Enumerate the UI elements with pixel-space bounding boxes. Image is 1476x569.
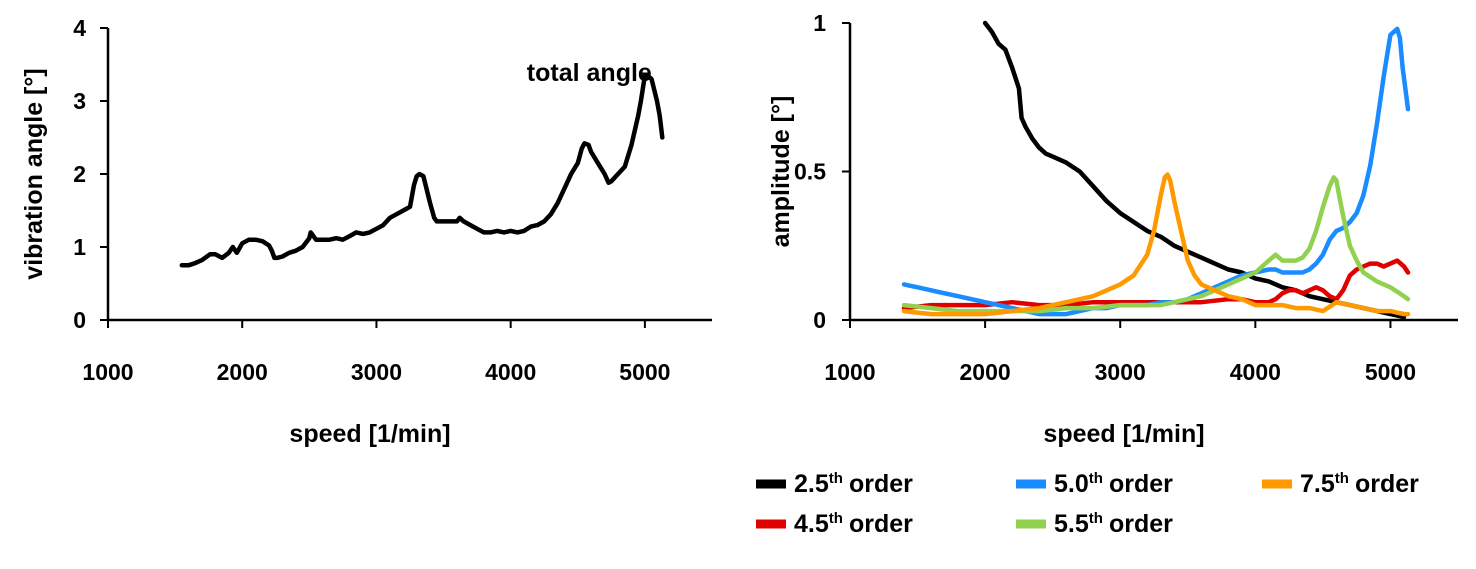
series-line-4-5 xyxy=(901,258,1411,311)
legend-order-value: 5.0 xyxy=(1054,470,1089,498)
series-group xyxy=(901,20,1411,320)
x-axis-title: speed [1/min] xyxy=(289,420,450,448)
y-tick-labels: 00.51 xyxy=(794,10,850,333)
series-group xyxy=(179,73,665,268)
series-line-5-0 xyxy=(901,26,1411,317)
y-axis-title: vibration angle [°] xyxy=(20,68,48,279)
y-tick-label: 0 xyxy=(73,307,86,333)
x-tick-label: 1000 xyxy=(824,359,875,385)
series-line-0 xyxy=(179,73,665,268)
legend-order-word: order xyxy=(1355,470,1419,498)
y-tick-label: 1 xyxy=(813,10,826,36)
legend-order-value: 4.5 xyxy=(794,510,829,538)
legend-item-5-5: 5.5th order xyxy=(1016,510,1173,538)
x-tick-label: 2000 xyxy=(960,359,1011,385)
legend-order-word: order xyxy=(849,470,913,498)
legend-order-suffix: th xyxy=(1089,470,1103,487)
x-tick-label: 4000 xyxy=(485,359,536,385)
legend-label: 2.5th order xyxy=(794,470,913,498)
x-tick-label: 3000 xyxy=(1095,359,1146,385)
x-tick-label: 5000 xyxy=(619,359,670,385)
y-axis-title: amplitude [°] xyxy=(767,96,795,248)
legend-order-suffix: th xyxy=(1089,510,1103,527)
legend-label: 7.5th order xyxy=(1300,470,1419,498)
legend-order-word: order xyxy=(1109,510,1173,538)
y-tick-label: 4 xyxy=(73,15,86,41)
legend-item-7-5: 7.5th order xyxy=(1262,470,1419,498)
legend-label: 4.5th order xyxy=(794,510,913,538)
x-axis-title: speed [1/min] xyxy=(1043,420,1204,448)
legend-order-value: 7.5 xyxy=(1300,470,1335,498)
x-tick-label: 1000 xyxy=(82,359,133,385)
legend-item-4-5: 4.5th order xyxy=(756,510,913,538)
annotation-total-angle: total angle xyxy=(527,59,652,87)
x-tick-labels: 1000 2000 3000 4000 5000 xyxy=(82,320,670,385)
legend-item-5-0: 5.0th order xyxy=(1016,470,1173,498)
x-tick-label: 2000 xyxy=(217,359,268,385)
chart-total-angle: 1000 2000 3000 4000 5000 0 1 2 3 4 speed [1/min]… xyxy=(20,15,712,448)
y-tick-label: 1 xyxy=(73,234,86,260)
x-tick-labels: 1000 2000 3000 4000 5000 xyxy=(824,320,1416,385)
legend-order-suffix: th xyxy=(829,510,843,527)
y-tick-labels: 0 1 2 3 4 xyxy=(73,15,108,333)
series-line-5-5 xyxy=(901,175,1411,314)
legend-label: 5.5th order xyxy=(1054,510,1173,538)
x-tick-label: 4000 xyxy=(1230,359,1281,385)
legend-order-word: order xyxy=(1109,470,1173,498)
series-line-7-5 xyxy=(901,172,1411,317)
x-tick-label: 3000 xyxy=(351,359,402,385)
y-tick-label: 2 xyxy=(73,161,86,187)
y-tick-label: 3 xyxy=(73,88,86,114)
legend-order-value: 2.5 xyxy=(794,470,829,498)
x-tick-label: 5000 xyxy=(1365,359,1416,385)
legend-order-value: 5.5 xyxy=(1054,510,1089,538)
y-tick-label: 0.5 xyxy=(794,159,826,185)
legend-label: 5.0th order xyxy=(1054,470,1173,498)
legend-order-word: order xyxy=(849,510,913,538)
chart-order-amplitudes: 1000 2000 3000 4000 5000 00.51 speed [1/min]… xyxy=(756,10,1458,538)
legend-order-suffix: th xyxy=(829,470,843,487)
legend-item-2-5: 2.5th order xyxy=(756,470,913,498)
legend-order-suffix: th xyxy=(1335,470,1349,487)
y-tick-label: 0 xyxy=(813,307,826,333)
